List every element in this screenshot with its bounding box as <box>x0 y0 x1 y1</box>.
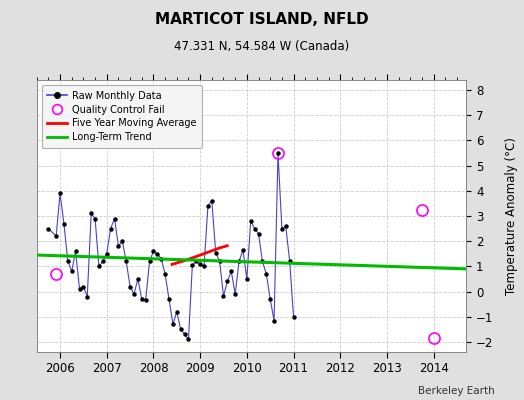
Text: 47.331 N, 54.584 W (Canada): 47.331 N, 54.584 W (Canada) <box>174 40 350 53</box>
Text: Berkeley Earth: Berkeley Earth <box>419 386 495 396</box>
Y-axis label: Temperature Anomaly (°C): Temperature Anomaly (°C) <box>505 137 518 295</box>
Text: MARTICOT ISLAND, NFLD: MARTICOT ISLAND, NFLD <box>155 12 369 27</box>
Legend: Raw Monthly Data, Quality Control Fail, Five Year Moving Average, Long-Term Tren: Raw Monthly Data, Quality Control Fail, … <box>41 85 202 148</box>
